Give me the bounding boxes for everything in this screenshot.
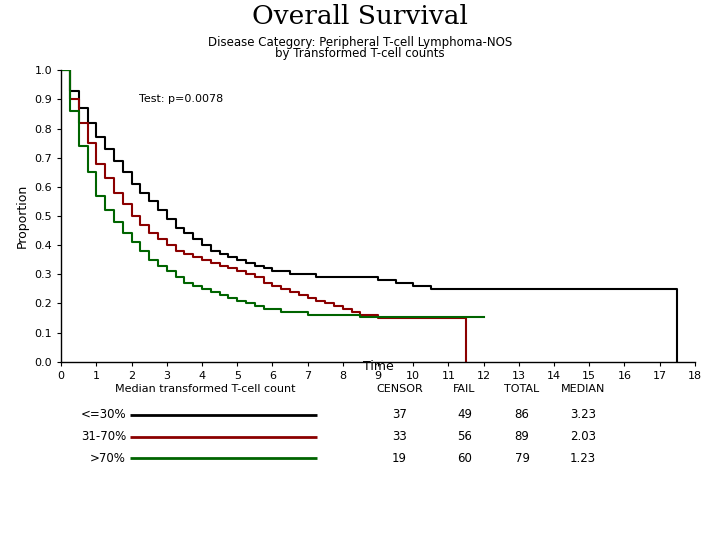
Text: 86: 86 — [515, 408, 529, 422]
Text: Overall Survival: Overall Survival — [252, 4, 468, 29]
Text: 49: 49 — [457, 408, 472, 422]
Text: Median transformed T-cell count: Median transformed T-cell count — [115, 383, 295, 394]
Text: MEDIAN: MEDIAN — [561, 383, 606, 394]
Text: by Transformed T-cell counts: by Transformed T-cell counts — [275, 46, 445, 60]
Text: Test: p=0.0078: Test: p=0.0078 — [139, 94, 223, 104]
Text: <=30%: <=30% — [81, 408, 126, 422]
Text: 37: 37 — [392, 408, 407, 422]
Text: 56: 56 — [457, 430, 472, 443]
Text: 31-70%: 31-70% — [81, 430, 126, 443]
Text: 3.23: 3.23 — [570, 408, 596, 422]
Text: CENSOR: CENSOR — [377, 383, 423, 394]
Text: FAIL: FAIL — [453, 383, 476, 394]
Text: Time: Time — [363, 360, 393, 373]
Text: 89: 89 — [515, 430, 529, 443]
Text: >70%: >70% — [90, 451, 126, 465]
Y-axis label: Proportion: Proportion — [16, 184, 29, 248]
Text: Disease Category: Peripheral T-cell Lymphoma-NOS: Disease Category: Peripheral T-cell Lymp… — [208, 36, 512, 49]
Text: 60: 60 — [457, 451, 472, 465]
Text: 1.23: 1.23 — [570, 451, 596, 465]
Text: 79: 79 — [515, 451, 529, 465]
Text: 19: 19 — [392, 451, 407, 465]
Text: 2.03: 2.03 — [570, 430, 596, 443]
Text: 33: 33 — [392, 430, 407, 443]
Text: TOTAL: TOTAL — [505, 383, 539, 394]
